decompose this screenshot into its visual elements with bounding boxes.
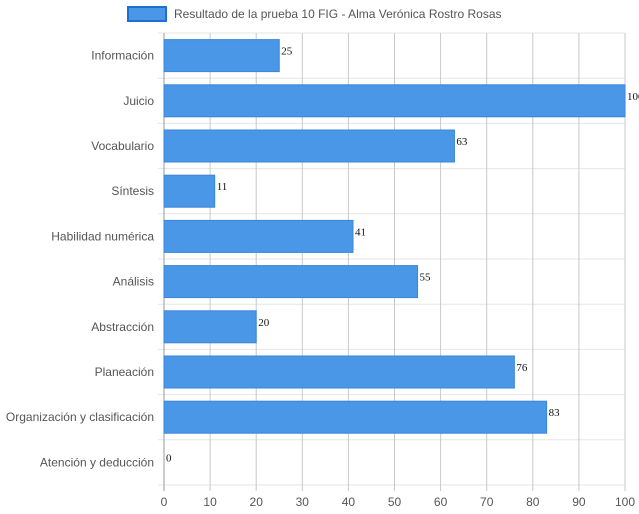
- data-label: 63: [456, 136, 468, 148]
- data-label: 55: [420, 272, 432, 284]
- data-label: 76: [516, 362, 528, 374]
- legend-swatch: [127, 6, 167, 22]
- x-tick-label: 10: [203, 495, 217, 509]
- x-tick-label: 50: [388, 495, 402, 509]
- bar[interactable]: [163, 129, 455, 163]
- x-tick-label: 30: [296, 495, 310, 509]
- legend[interactable]: Resultado de la prueba 10 FIG - Alma Ver…: [127, 6, 502, 22]
- category-label: Análisis: [113, 275, 154, 289]
- x-tick-label: 60: [434, 495, 448, 509]
- category-label: Síntesis: [111, 184, 154, 198]
- category-axis: Información Juicio Vocabulario Síntesis Habi…: [6, 49, 154, 470]
- bar[interactable]: [163, 355, 515, 389]
- category-label: Abstracción: [91, 320, 154, 334]
- x-tick-label: 40: [342, 495, 356, 509]
- bar[interactable]: [163, 84, 626, 118]
- category-label: Atención y deducción: [40, 455, 154, 469]
- data-label: 0: [166, 452, 172, 464]
- bar[interactable]: [163, 400, 548, 434]
- category-label: Organización y clasificación: [6, 410, 154, 424]
- category-label: Planeación: [95, 365, 154, 379]
- data-label: 41: [355, 226, 366, 238]
- data-label: 20: [258, 317, 270, 329]
- bar[interactable]: [163, 219, 354, 253]
- x-tick-label: 20: [250, 495, 264, 509]
- category-label: Vocabulario: [91, 139, 154, 153]
- legend-label: Resultado de la prueba 10 FIG - Alma Ver…: [174, 7, 502, 21]
- x-tick-label: 80: [526, 495, 540, 509]
- data-label: 83: [549, 407, 561, 419]
- bar[interactable]: [163, 310, 257, 344]
- data-label: 25: [281, 46, 293, 58]
- x-tick-label: 70: [480, 495, 494, 509]
- category-label: Información: [91, 49, 154, 63]
- bars: [163, 39, 626, 434]
- bar[interactable]: [163, 39, 280, 73]
- category-label: Habilidad numérica: [51, 229, 154, 243]
- data-labels: 25 100 63 11 41 55 20 76 83 0: [166, 46, 639, 465]
- bar[interactable]: [163, 174, 216, 208]
- data-label: 11: [217, 181, 228, 193]
- x-tick-label: 100: [615, 495, 635, 509]
- data-label: 100: [627, 91, 639, 103]
- bar[interactable]: [163, 265, 419, 299]
- x-tick-label: 90: [572, 495, 586, 509]
- category-label: Juicio: [123, 94, 154, 108]
- x-tick-label: 0: [161, 495, 168, 509]
- value-axis: 0 10 20 30 40 50 60 70 80 90 100: [161, 495, 636, 509]
